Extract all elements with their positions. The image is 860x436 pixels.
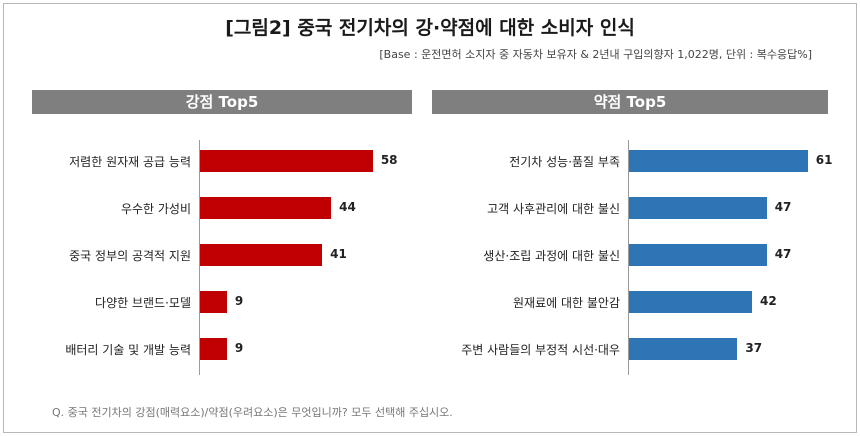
weakness-value-label: 47	[774, 200, 792, 214]
strength-value-label: 44	[339, 200, 356, 214]
strength-category-label: 저렴한 원자재 공급 능력	[69, 155, 191, 169]
weakness-value-label: 47	[774, 247, 792, 261]
footnote: Q. 중국 전기차의 강점(매력요소)/약점(우려요소)은 무엇입니까? 모두 …	[52, 406, 453, 419]
chart-subtitle: [Base : 운전면허 소지자 중 자동차 보유자 & 2년내 구입의향자 1…	[379, 48, 812, 61]
weakness-category-label: 생산·조립 과정에 대한 불신	[483, 249, 620, 263]
strength-category-label: 배터리 기술 및 개발 능력	[65, 343, 191, 357]
strength-bar	[200, 338, 227, 360]
strength-bar	[200, 197, 332, 219]
weakness-bar	[629, 150, 808, 172]
weakness-bar	[629, 291, 753, 313]
strength-category-label: 다양한 브랜드·모델	[95, 296, 191, 310]
strength-bar	[200, 244, 323, 266]
weakness-panel-header: 약점 Top5	[432, 90, 828, 114]
strength-category-label: 중국 정부의 공격적 지원	[69, 249, 191, 263]
strength-category-label: 우수한 가성비	[120, 202, 191, 216]
weakness-value-label: 61	[815, 153, 833, 167]
weakness-bar	[629, 338, 738, 360]
weakness-bar	[629, 244, 767, 266]
weakness-category-label: 전기차 성능·품질 부족	[509, 155, 620, 169]
strength-value-label: 9	[234, 341, 244, 355]
strength-bar	[200, 150, 373, 172]
strength-value-label: 9	[234, 294, 244, 308]
chart-title: [그림2] 중국 전기차의 강·약점에 대한 소비자 인식	[225, 17, 635, 39]
strength-panel-header: 강점 Top5	[32, 90, 412, 114]
strength-axis-line	[199, 140, 200, 375]
strength-bar	[200, 291, 227, 313]
weakness-category-label: 원재료에 대한 불안감	[513, 296, 620, 310]
weakness-bar	[629, 197, 767, 219]
weakness-category-label: 고객 사후관리에 대한 불신	[487, 202, 620, 216]
weakness-category-label: 주변 사람들의 부정적 시선·대우	[461, 343, 620, 357]
weakness-value-label: 37	[745, 341, 763, 355]
strength-value-label: 58	[380, 153, 398, 167]
chart-frame	[3, 3, 857, 433]
weakness-axis-line	[628, 140, 629, 375]
strength-value-label: 41	[330, 247, 347, 261]
weakness-value-label: 42	[760, 294, 777, 308]
